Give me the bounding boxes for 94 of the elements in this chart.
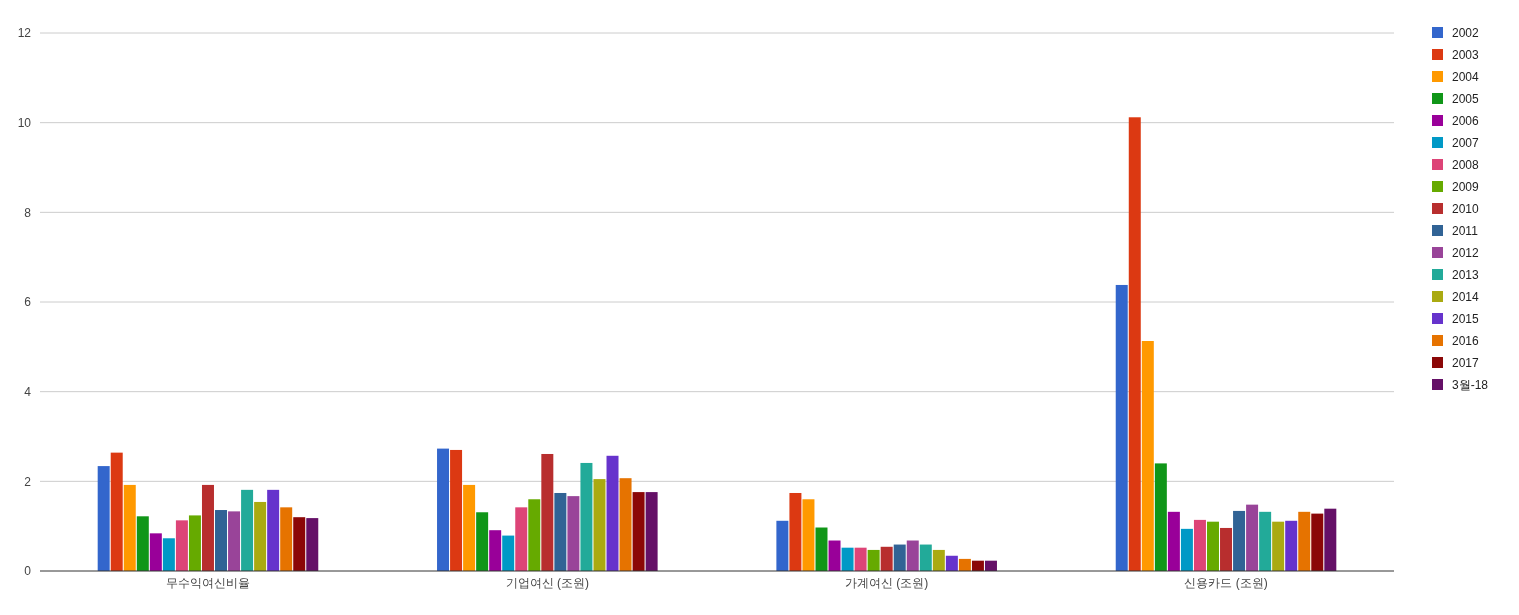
- bar: [254, 501, 267, 571]
- bar: [515, 507, 528, 571]
- bar: [306, 518, 319, 571]
- bar: [802, 499, 815, 571]
- bar: [267, 489, 280, 571]
- legend-label: 2002: [1452, 25, 1480, 40]
- bar: [1272, 521, 1285, 571]
- y-tick-label: 12: [17, 26, 32, 41]
- legend-label: 2010: [1452, 201, 1480, 216]
- legend-label: 2006: [1452, 113, 1480, 128]
- x-tick-label: 신용카드 (조원): [1184, 576, 1268, 590]
- bar: [280, 507, 293, 571]
- legend-label: 2007: [1452, 135, 1480, 150]
- bar: [945, 555, 958, 571]
- bar: [1154, 463, 1167, 571]
- bar: [906, 540, 919, 571]
- bar: [1259, 511, 1272, 571]
- legend-label: 2003: [1452, 47, 1480, 62]
- bar: [437, 448, 450, 571]
- bar: [450, 449, 463, 571]
- bar: [554, 492, 567, 571]
- y-tick-label: 8: [24, 205, 32, 220]
- bar: [867, 549, 880, 571]
- bar: [632, 492, 645, 571]
- bar: [854, 547, 867, 571]
- bar: [1180, 528, 1193, 571]
- bar: [789, 492, 802, 571]
- bar: [1220, 527, 1233, 571]
- bar: [241, 489, 254, 571]
- bar: [1246, 504, 1259, 571]
- legend-label: 2013: [1452, 267, 1480, 282]
- x-tick-label: 무수익여신비율: [165, 576, 250, 590]
- bar: [580, 462, 593, 571]
- y-tick-label: 0: [24, 564, 32, 579]
- bar: [228, 511, 241, 571]
- bar: [293, 517, 306, 571]
- bar: [619, 478, 632, 571]
- legend-label: 2008: [1452, 157, 1480, 172]
- bar: [123, 484, 136, 571]
- legend-label: 3월-18: [1452, 377, 1489, 392]
- legend-label: 2014: [1452, 289, 1480, 304]
- bar: [958, 558, 971, 571]
- bar: [162, 538, 175, 571]
- bar: [893, 544, 906, 571]
- bar: [919, 544, 932, 571]
- bar: [1311, 513, 1324, 571]
- bar: [136, 516, 149, 571]
- bar: [175, 520, 188, 571]
- bar: [201, 484, 214, 571]
- bar: [1193, 519, 1206, 571]
- y-tick-label: 10: [17, 115, 32, 130]
- legend-label: 2004: [1452, 69, 1480, 84]
- bar: [1167, 511, 1180, 571]
- bar: [502, 535, 515, 571]
- bar: [1128, 117, 1141, 571]
- bar: [1233, 510, 1246, 571]
- bar: [1298, 511, 1311, 571]
- x-tick-label: 가계여신 (조원): [845, 576, 929, 590]
- legend-label: 2015: [1452, 311, 1480, 326]
- bar: [1115, 284, 1128, 571]
- bar: [645, 492, 658, 571]
- y-tick-label: 6: [24, 295, 32, 310]
- y-tick-label: 2: [24, 474, 32, 489]
- bar: [880, 546, 893, 571]
- legend-label: 2009: [1452, 179, 1480, 194]
- bar: [567, 496, 580, 571]
- bar: [463, 484, 476, 571]
- bar: [932, 549, 945, 571]
- bar: [1285, 520, 1298, 571]
- bar: [828, 540, 841, 571]
- bar: [489, 530, 502, 571]
- bar: [841, 547, 854, 571]
- bar: [528, 499, 541, 571]
- bar: [776, 520, 789, 571]
- bar: [1324, 508, 1337, 571]
- bar: [215, 510, 228, 571]
- bar: [476, 512, 489, 571]
- legend-label: 2016: [1452, 333, 1480, 348]
- bar: [97, 466, 110, 571]
- legend-label: 2005: [1452, 91, 1480, 106]
- bar: [541, 453, 554, 571]
- bar: [188, 515, 201, 571]
- bar: [1206, 521, 1219, 571]
- x-tick-label: 기업여신 (조원): [505, 576, 589, 590]
- bar: [606, 455, 619, 571]
- bar: [1141, 341, 1154, 571]
- bar: [110, 452, 123, 571]
- bar: [593, 479, 606, 571]
- legend-label: 2012: [1452, 245, 1480, 260]
- bar: [815, 527, 828, 571]
- legend-label: 2017: [1452, 355, 1480, 370]
- bar: [149, 533, 162, 571]
- legend-label: 2011: [1452, 223, 1479, 238]
- y-tick-label: 4: [24, 384, 32, 399]
